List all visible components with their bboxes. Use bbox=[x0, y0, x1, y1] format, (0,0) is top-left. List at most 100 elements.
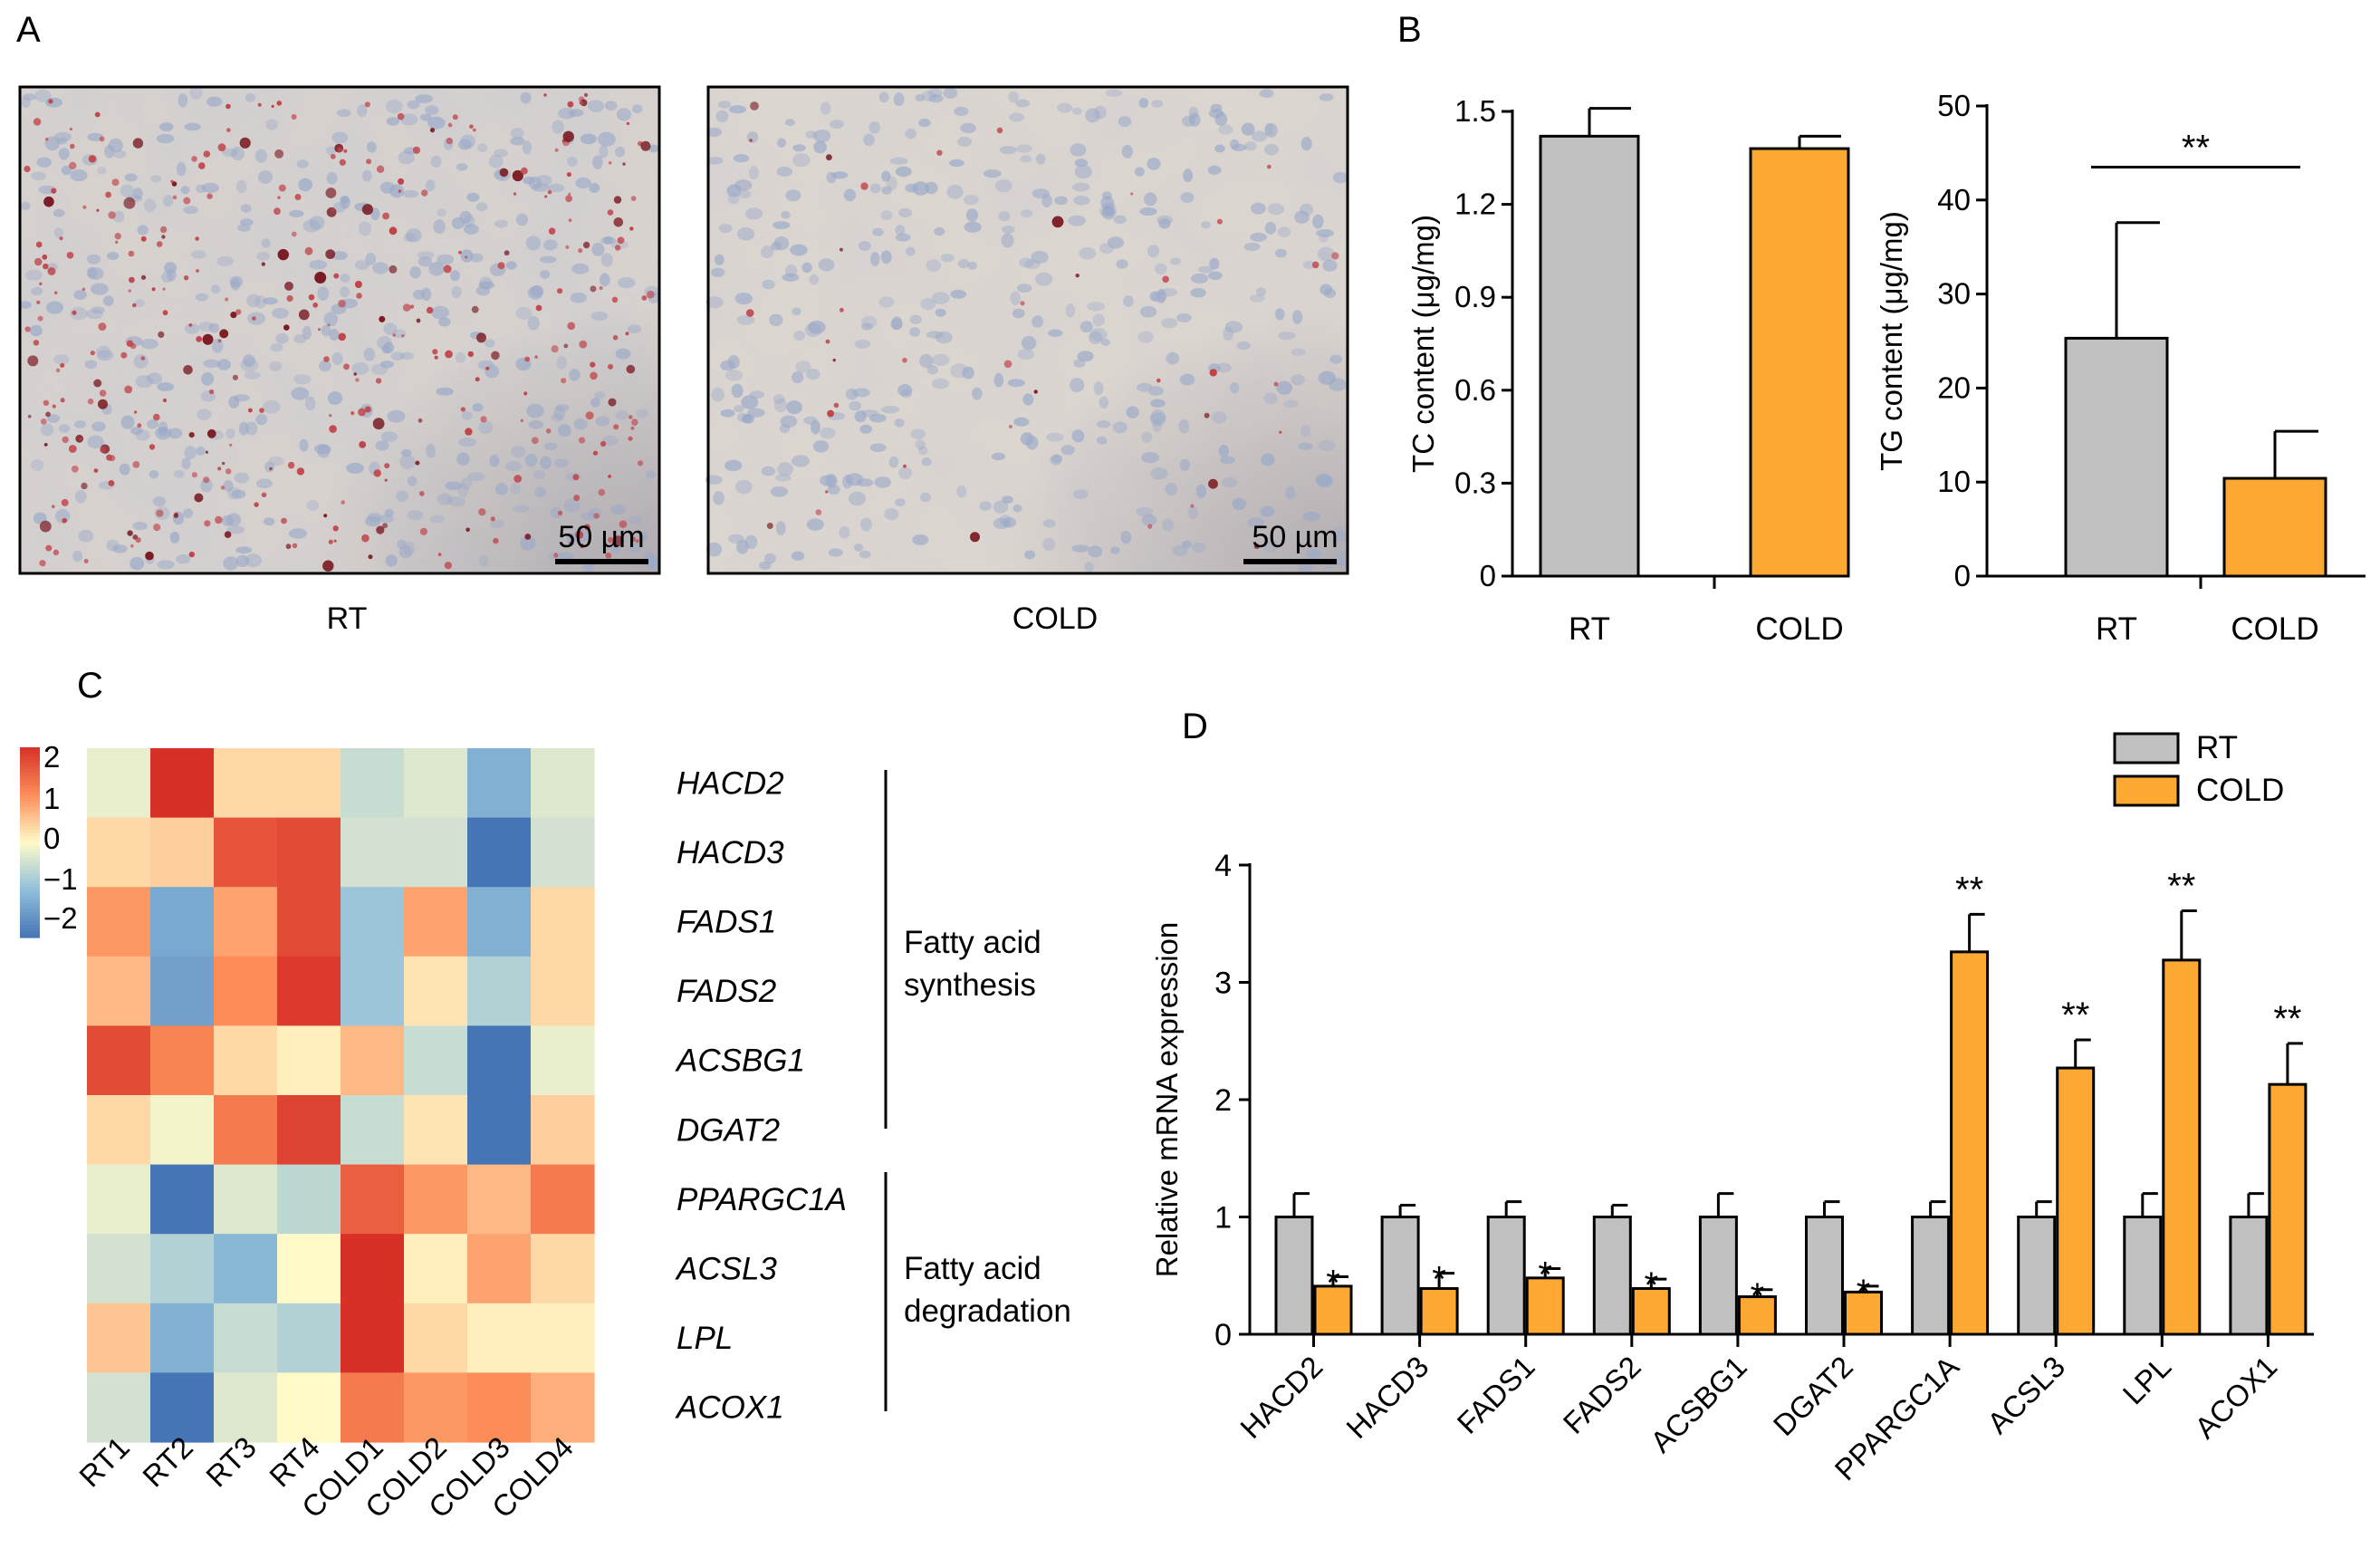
color-scale-segment bbox=[20, 842, 40, 847]
nucleus bbox=[1312, 214, 1324, 229]
lipid-droplet bbox=[304, 246, 313, 255]
qpcr-significance-marker: ** bbox=[2167, 867, 2195, 907]
lipid-droplet bbox=[44, 137, 49, 141]
qpcr-bar-cold bbox=[1950, 950, 1990, 1336]
lipid-droplet bbox=[332, 525, 339, 532]
nucleus bbox=[1141, 514, 1157, 526]
lipid-droplet bbox=[261, 492, 267, 498]
heatmap-cell bbox=[87, 817, 151, 888]
nucleus bbox=[610, 505, 627, 515]
lipid-droplet bbox=[59, 236, 63, 241]
nucleus bbox=[1170, 257, 1181, 265]
nucleus bbox=[567, 156, 578, 167]
color-scale-segment bbox=[20, 798, 40, 803]
nucleus bbox=[409, 265, 421, 279]
lipid-droplet bbox=[115, 240, 119, 244]
nucleus bbox=[764, 553, 776, 564]
nucleus bbox=[1151, 100, 1164, 108]
nucleus bbox=[940, 254, 955, 263]
nucleus bbox=[1334, 531, 1348, 543]
lipid-droplet bbox=[607, 209, 614, 216]
lipid-droplet bbox=[158, 331, 165, 338]
lipid-droplet bbox=[563, 343, 569, 349]
nucleus bbox=[1021, 209, 1033, 218]
nucleus bbox=[784, 119, 795, 127]
nucleus bbox=[1161, 518, 1175, 532]
lipid-droplet bbox=[51, 188, 57, 194]
nucleus bbox=[494, 219, 509, 228]
heatmap-row-label: HACD3 bbox=[677, 835, 784, 870]
lipid-droplet bbox=[36, 300, 41, 304]
lipid-droplet bbox=[274, 207, 281, 216]
nucleus bbox=[1118, 116, 1132, 128]
color-scale-segment bbox=[20, 902, 40, 907]
lipid-droplet bbox=[575, 530, 584, 539]
nucleus bbox=[878, 296, 895, 308]
lipid-droplet bbox=[361, 534, 369, 543]
micrograph-cold-droplets bbox=[705, 87, 1349, 573]
nucleus bbox=[113, 149, 127, 159]
nucleus bbox=[793, 331, 805, 341]
nucleus bbox=[737, 226, 755, 241]
color-scale-segment bbox=[20, 896, 40, 900]
lipid-droplet bbox=[384, 478, 388, 482]
heatmap-cell bbox=[404, 817, 468, 888]
nucleus bbox=[191, 250, 206, 259]
lipid-droplet bbox=[578, 248, 583, 254]
nucleus bbox=[246, 293, 262, 308]
nucleus bbox=[711, 267, 725, 277]
lipid-droplet bbox=[196, 269, 199, 273]
nucleus bbox=[158, 421, 168, 435]
nucleus bbox=[983, 169, 1002, 178]
nucleus bbox=[795, 361, 811, 373]
lipid-droplet bbox=[749, 139, 753, 142]
nucleus bbox=[551, 413, 563, 422]
lipid-droplet bbox=[171, 181, 178, 187]
tc-y-tick-label: 1.5 bbox=[1454, 94, 1496, 128]
nucleus bbox=[407, 476, 417, 486]
nucleus bbox=[859, 550, 871, 559]
nucleus bbox=[861, 322, 873, 331]
lipid-droplet bbox=[114, 233, 121, 240]
nucleus bbox=[230, 277, 241, 291]
nucleus bbox=[124, 173, 138, 182]
nucleus bbox=[520, 91, 532, 104]
nucleus bbox=[589, 183, 600, 193]
nucleus bbox=[323, 312, 338, 327]
nucleus bbox=[524, 454, 538, 467]
nucleus bbox=[1094, 105, 1107, 120]
lipid-droplet bbox=[631, 418, 638, 427]
nucleus bbox=[326, 171, 338, 185]
qpcr-bar-rt bbox=[2017, 1216, 2057, 1336]
lipid-droplet bbox=[750, 101, 759, 111]
nucleus bbox=[1077, 351, 1094, 362]
nucleus bbox=[135, 375, 154, 389]
lipid-droplet bbox=[562, 130, 574, 142]
lipid-droplet bbox=[398, 189, 402, 193]
nucleus bbox=[132, 522, 148, 531]
lipid-droplet bbox=[82, 205, 87, 209]
nucleus bbox=[522, 140, 533, 155]
lipid-droplet bbox=[578, 437, 586, 444]
lipid-droplet bbox=[745, 309, 754, 317]
nucleus bbox=[993, 517, 1010, 530]
lipid-droplet bbox=[398, 178, 405, 185]
nucleus bbox=[1195, 484, 1206, 498]
nucleus bbox=[1123, 295, 1134, 307]
nucleus bbox=[156, 133, 175, 144]
nucleus bbox=[1158, 218, 1171, 229]
lipid-droplet bbox=[191, 472, 197, 478]
heatmap-cell bbox=[214, 1303, 278, 1373]
micrograph-cold-caption: COLD bbox=[1012, 601, 1098, 636]
lipid-droplet bbox=[312, 302, 319, 308]
nucleus bbox=[130, 556, 145, 571]
nucleus bbox=[309, 260, 328, 270]
lipid-droplet bbox=[162, 398, 168, 403]
nucleus bbox=[132, 188, 143, 199]
nucleus bbox=[87, 267, 104, 280]
nucleus bbox=[1012, 504, 1022, 513]
heatmap-cell bbox=[531, 817, 595, 888]
nucleus bbox=[1305, 549, 1322, 559]
lipid-droplet bbox=[376, 165, 385, 173]
nucleus bbox=[550, 506, 562, 519]
